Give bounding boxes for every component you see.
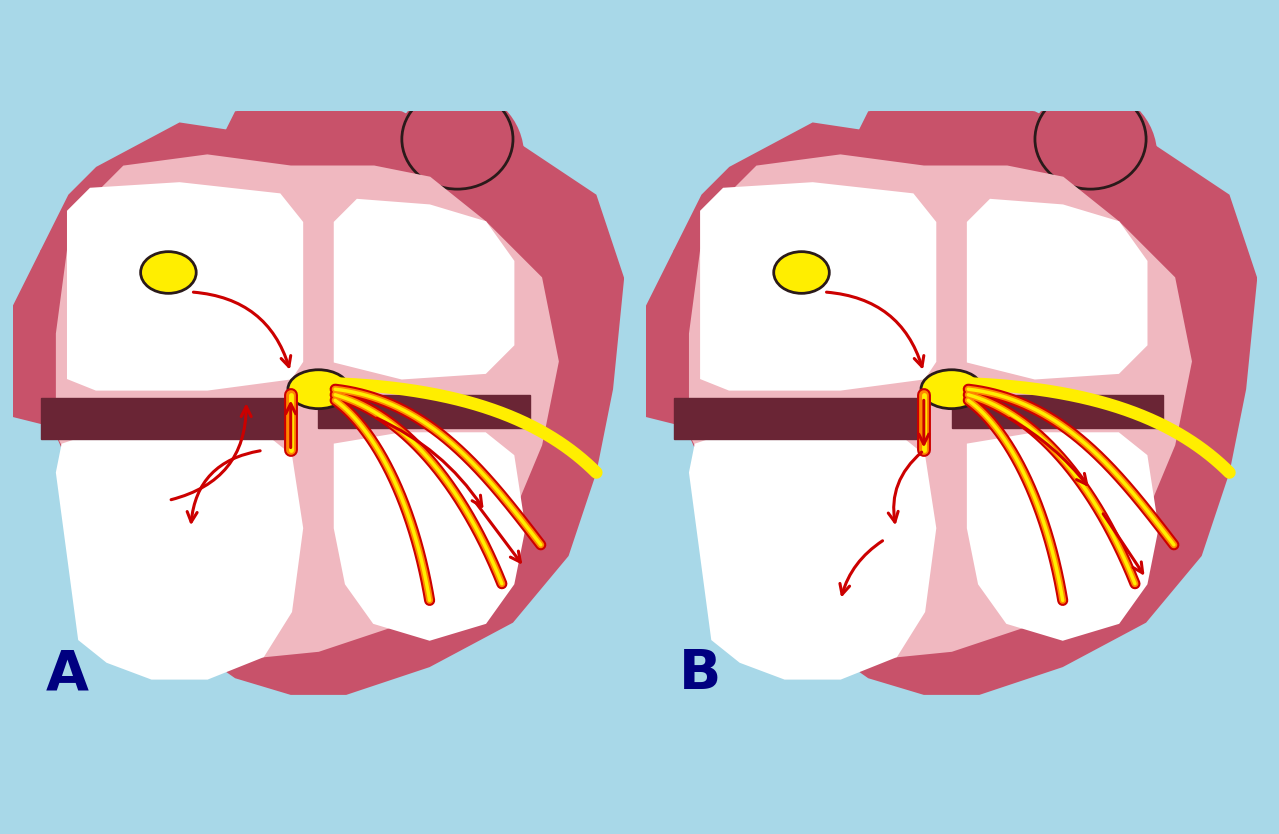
Polygon shape [646, 344, 701, 428]
Bar [952, 394, 1163, 428]
Polygon shape [646, 223, 729, 400]
Polygon shape [701, 183, 935, 389]
Ellipse shape [402, 89, 513, 189]
Polygon shape [335, 434, 524, 640]
Polygon shape [968, 434, 1157, 640]
Ellipse shape [1035, 89, 1146, 189]
Text: A: A [46, 647, 90, 701]
Bar [674, 398, 923, 440]
Polygon shape [663, 123, 1257, 695]
Polygon shape [691, 156, 1191, 656]
Ellipse shape [288, 369, 349, 409]
Polygon shape [968, 200, 1146, 378]
Polygon shape [13, 344, 68, 428]
Ellipse shape [141, 252, 196, 294]
Ellipse shape [921, 369, 982, 409]
Polygon shape [58, 434, 302, 678]
Polygon shape [29, 123, 624, 695]
Polygon shape [13, 223, 96, 400]
Polygon shape [335, 200, 513, 378]
Bar [318, 394, 530, 428]
Polygon shape [691, 434, 935, 678]
Circle shape [390, 89, 524, 223]
Bar [41, 398, 290, 440]
Polygon shape [207, 100, 485, 194]
Polygon shape [68, 183, 302, 389]
Circle shape [1023, 89, 1157, 223]
Polygon shape [840, 100, 1118, 194]
Text: B: B [679, 647, 721, 701]
Ellipse shape [774, 252, 829, 294]
Polygon shape [58, 156, 558, 656]
